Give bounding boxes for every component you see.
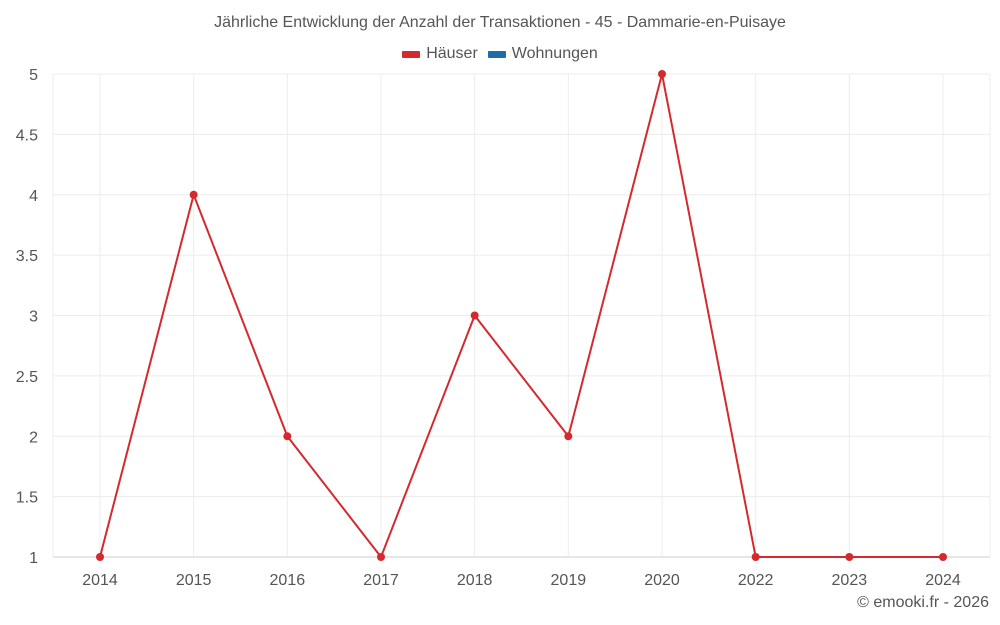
y-axis-tick-label: 5 bbox=[29, 67, 38, 84]
x-axis-tick-label: 2014 bbox=[82, 572, 118, 589]
y-axis-tick-label: 4.5 bbox=[16, 127, 38, 144]
y-axis-tick-label: 1.5 bbox=[16, 490, 38, 507]
data-point-marker bbox=[189, 190, 198, 199]
x-axis-tick-label: 2017 bbox=[363, 572, 399, 589]
chart-legend: Häuser Wohnungen bbox=[0, 45, 1000, 63]
data-point-marker bbox=[751, 553, 760, 561]
x-axis-tick-label: 2020 bbox=[644, 572, 680, 589]
series-line bbox=[99, 73, 943, 560]
legend-item-haeuser[interactable]: Häuser bbox=[402, 45, 478, 63]
legend-label-wohnungen: Wohnungen bbox=[511, 45, 598, 62]
y-axis-tick-label: 2 bbox=[29, 429, 38, 446]
x-axis-tick-label: 2018 bbox=[457, 572, 493, 589]
chart-title: Jährliche Entwicklung der Anzahl der Tra… bbox=[214, 14, 786, 31]
y-axis-tick-label: 3.5 bbox=[16, 248, 38, 265]
legend-swatch-haeuser bbox=[402, 50, 421, 58]
data-point-marker bbox=[658, 70, 666, 78]
copyright-credit: © emooki.fr - 2026 bbox=[857, 594, 989, 611]
y-axis-tick-label: 4 bbox=[29, 188, 38, 205]
x-axis-tick-label: 2019 bbox=[551, 572, 587, 589]
data-point-marker bbox=[96, 553, 104, 561]
x-axis-tick-label: 2023 bbox=[832, 572, 868, 589]
x-axis-tick-label: 2024 bbox=[925, 572, 961, 589]
data-point-marker bbox=[283, 432, 292, 441]
data-point-marker bbox=[564, 432, 573, 441]
y-axis-tick-label: 1 bbox=[29, 550, 38, 567]
y-axis-tick-label: 2.5 bbox=[16, 369, 38, 386]
data-point-marker bbox=[470, 311, 479, 320]
data-point-marker bbox=[377, 553, 385, 561]
x-axis-tick-label: 2016 bbox=[270, 572, 306, 589]
x-axis-tick-label: 2015 bbox=[176, 572, 212, 589]
legend-label-haeuser: Häuser bbox=[426, 45, 478, 62]
x-axis-tick-label: 2022 bbox=[738, 572, 774, 589]
legend-swatch-wohnungen bbox=[487, 50, 506, 58]
data-point-marker bbox=[845, 553, 854, 561]
legend-item-wohnungen[interactable]: Wohnungen bbox=[487, 45, 598, 63]
data-point-marker bbox=[939, 553, 947, 561]
y-axis-tick-label: 3 bbox=[29, 309, 38, 326]
